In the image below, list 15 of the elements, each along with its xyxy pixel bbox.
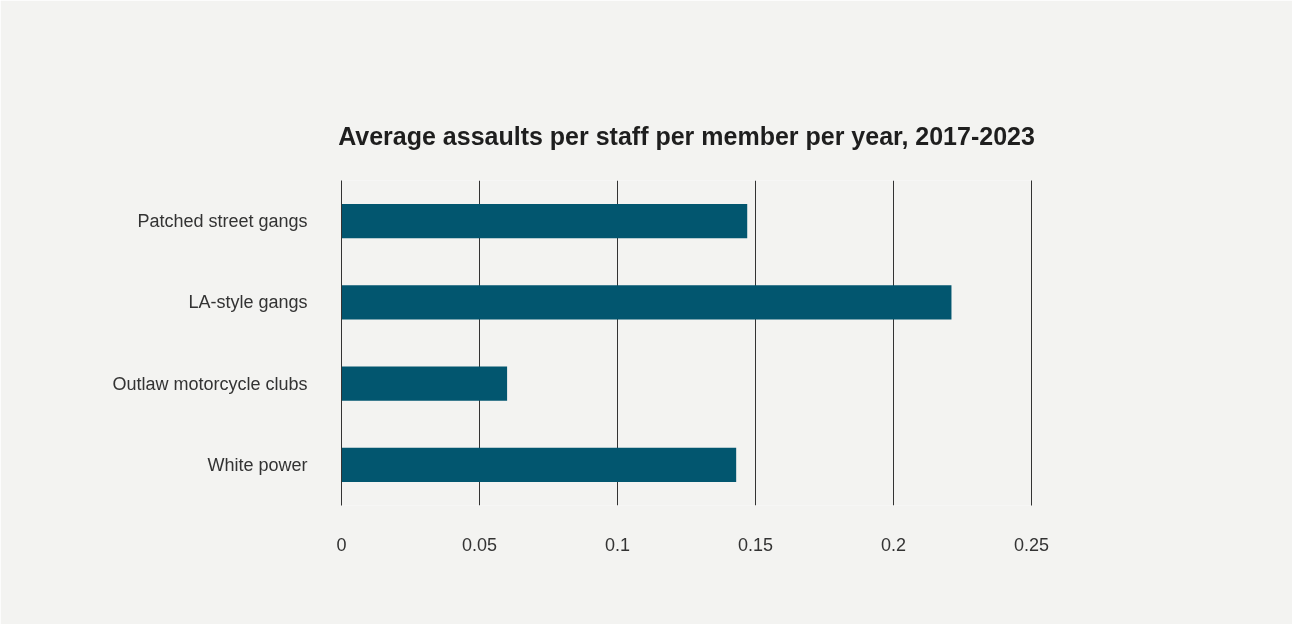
x-tick-label: 0.25 — [1013, 534, 1050, 555]
x-tick-label: 0.1 — [604, 534, 631, 555]
y-tick-label: Outlaw motorcycle clubs — [112, 373, 308, 394]
bar — [341, 447, 737, 482]
y-tick-label: White power — [207, 454, 308, 475]
bar — [341, 204, 748, 239]
chart-title: Average assaults per staff per member per year, 2017-2023 — [338, 121, 1035, 150]
y-tick-label: LA-style gangs — [188, 292, 308, 313]
x-tick-label: 0.15 — [737, 534, 774, 555]
x-tick-label: 0.2 — [880, 534, 907, 555]
x-tick-label: 0.05 — [461, 534, 498, 555]
x-tick-label: 0 — [336, 534, 347, 555]
bar — [341, 285, 952, 320]
y-tick-label: Patched street gangs — [137, 211, 308, 232]
bar — [341, 366, 508, 401]
